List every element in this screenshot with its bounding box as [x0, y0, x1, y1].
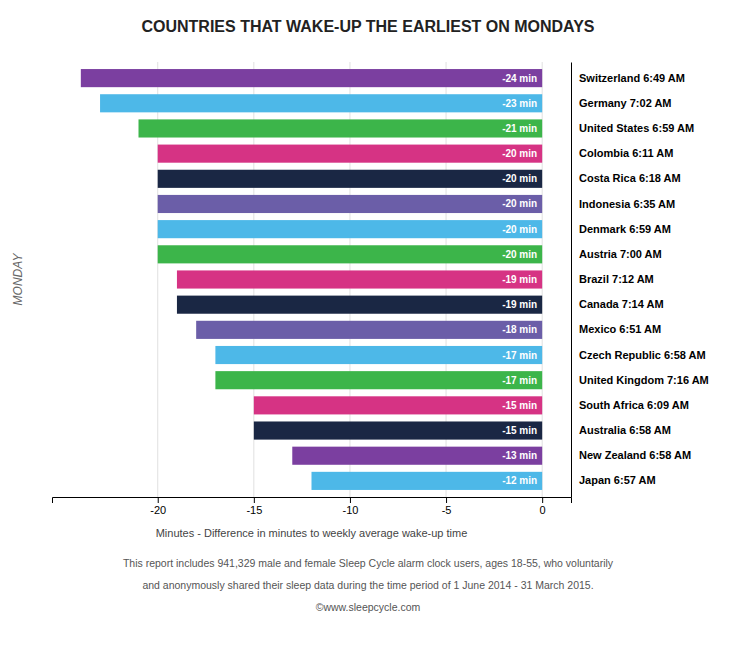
tick-label: Colombia 6:11 AM — [579, 147, 673, 159]
data-label: -13 min — [502, 450, 537, 461]
data-label: -18 min — [502, 324, 537, 335]
data-label: -19 min — [502, 274, 537, 285]
tick: Switzerland 6:49 AM — [571, 72, 685, 84]
tick-label: New Zealand 6:58 AM — [579, 449, 691, 461]
bars — [81, 69, 542, 490]
bar — [158, 195, 542, 213]
bar — [177, 296, 542, 314]
bar — [158, 145, 542, 163]
tick-label: Japan 6:57 AM — [579, 474, 656, 486]
y-axis-title: MONDAY — [11, 253, 25, 306]
y-axis: Switzerland 6:49 AM Germany 7:02 AM United… — [571, 63, 709, 498]
tick-label: -10 — [342, 504, 358, 516]
tick: Denmark 6:59 AM — [571, 223, 671, 235]
tick: Czech Republic 6:58 AM — [571, 349, 706, 361]
tick: -20 — [150, 497, 166, 516]
tick-mark — [158, 497, 159, 503]
data-label: -20 min — [502, 249, 537, 260]
bar — [100, 94, 542, 112]
tick-mark — [254, 497, 255, 503]
data-label: -15 min — [502, 400, 537, 411]
tick-label: -20 — [150, 504, 166, 516]
data-label: -17 min — [502, 350, 537, 361]
data-label: -23 min — [502, 98, 537, 109]
tick-label: -15 — [246, 504, 262, 516]
bar — [158, 170, 542, 188]
data-labels: -24 min -23 min -21 min -20 min -20 min -20 m… — [502, 73, 537, 487]
footer: This report includes 941,329 male and fe… — [123, 557, 614, 613]
axis-line — [53, 498, 572, 504]
bar — [81, 69, 542, 87]
tick: New Zealand 6:58 AM — [571, 449, 691, 461]
tick: Japan 6:57 AM — [571, 474, 656, 486]
bar — [215, 371, 542, 389]
tick-label: Brazil 7:12 AM — [579, 273, 654, 285]
tick-mark — [350, 497, 351, 503]
data-label: -20 min — [502, 148, 537, 159]
tick-label: Austria 7:00 AM — [579, 248, 662, 260]
tick: United States 6:59 AM — [571, 122, 694, 134]
data-label: -20 min — [502, 173, 537, 184]
tick-label: Canada 7:14 AM — [579, 298, 664, 310]
tick: Mexico 6:51 AM — [571, 323, 661, 335]
bar — [177, 270, 542, 288]
tick-label: Germany 7:02 AM — [579, 97, 672, 109]
tick: Colombia 6:11 AM — [571, 147, 673, 159]
tick-label: Czech Republic 6:58 AM — [579, 349, 706, 361]
bar — [312, 472, 543, 490]
bar — [292, 447, 542, 465]
tick: 0 — [540, 497, 546, 516]
tick-label: Switzerland 6:49 AM — [579, 72, 685, 84]
tick-label: Costa Rica 6:18 AM — [579, 172, 681, 184]
bar — [196, 321, 542, 339]
tick: Canada 7:14 AM — [571, 298, 664, 310]
tick-label: Indonesia 6:35 AM — [579, 197, 675, 209]
tick-label: 0 — [540, 504, 546, 516]
bar — [254, 396, 542, 414]
data-label: -20 min — [502, 198, 537, 209]
tick-label: -5 — [442, 504, 452, 516]
tick-mark — [542, 497, 543, 503]
bar — [139, 119, 543, 137]
tick-label: United States 6:59 AM — [579, 122, 694, 134]
data-label: -12 min — [502, 475, 537, 486]
tick: Austria 7:00 AM — [571, 248, 662, 260]
tick: -10 — [342, 497, 358, 516]
axis-line — [571, 63, 572, 498]
data-label: -17 min — [502, 375, 537, 386]
data-label: -24 min — [502, 73, 537, 84]
bar — [158, 245, 542, 263]
tick: -5 — [442, 497, 452, 516]
tick: Indonesia 6:35 AM — [571, 197, 675, 209]
tick-label: United Kingdom 7:16 AM — [579, 374, 709, 386]
bar — [254, 421, 542, 439]
tick-label: Denmark 6:59 AM — [579, 223, 671, 235]
bar — [158, 220, 542, 238]
tick: Costa Rica 6:18 AM — [571, 172, 681, 184]
chart: COUNTRIES THAT WAKE-UP THE EARLIEST ON M… — [0, 0, 736, 647]
data-label: -20 min — [502, 224, 537, 235]
annotation: ©www.sleepcycle.com — [316, 601, 421, 613]
x-axis: -20 -15 -10 -5 0 — [53, 497, 572, 516]
x-axis-title: Minutes - Difference in minutes to weekl… — [156, 527, 468, 539]
annotation: This report includes 941,329 male and fe… — [123, 557, 614, 569]
tick: Australia 6:58 AM — [571, 424, 671, 436]
annotation: and anonymously shared their sleep data … — [142, 579, 593, 591]
tick-label: South Africa 6:09 AM — [579, 399, 689, 411]
tick: -15 — [246, 497, 262, 516]
data-label: -15 min — [502, 425, 537, 436]
tick: South Africa 6:09 AM — [571, 399, 689, 411]
tick-mark — [446, 497, 447, 503]
data-label: -21 min — [502, 123, 537, 134]
plot: -24 min -23 min -21 min -20 min -20 min -20 m… — [53, 62, 709, 516]
title: COUNTRIES THAT WAKE-UP THE EARLIEST ON M… — [141, 18, 594, 35]
tick: Germany 7:02 AM — [571, 97, 672, 109]
tick: United Kingdom 7:16 AM — [571, 374, 709, 386]
bar — [215, 346, 542, 364]
tick-label: Mexico 6:51 AM — [579, 323, 661, 335]
tick: Brazil 7:12 AM — [571, 273, 654, 285]
data-label: -19 min — [502, 299, 537, 310]
tick-label: Australia 6:58 AM — [579, 424, 671, 436]
